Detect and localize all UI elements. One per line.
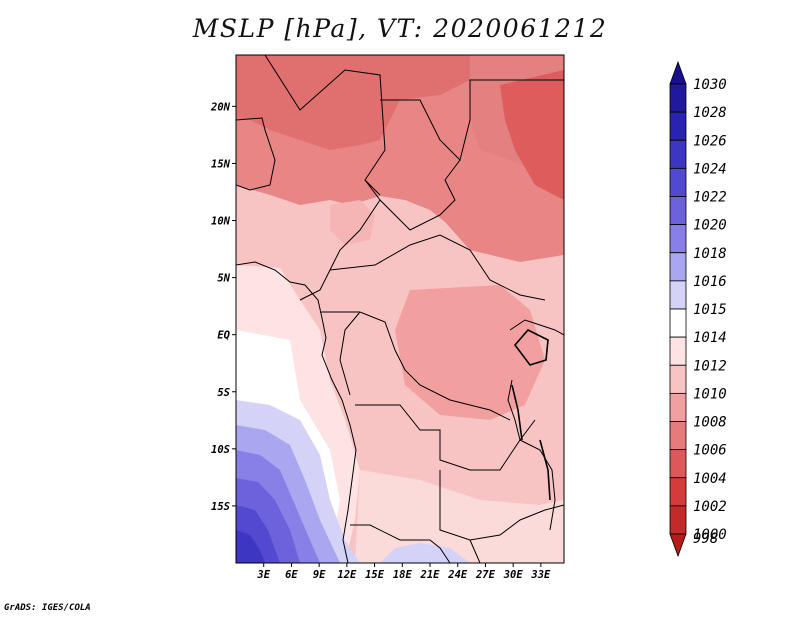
lon-label-18e: 18E [393, 569, 413, 581]
colorbar-box-1028 [669, 83, 687, 113]
lakes [511, 329, 551, 501]
colorbar-label-1002: 1002 [693, 499, 727, 515]
pressure-field [236, 55, 564, 563]
colorbar-box-1008 [669, 392, 687, 422]
colorbar-label-1006: 1006 [693, 443, 727, 459]
colorbar-label-1020: 1020 [693, 218, 727, 234]
lon-label-6e: 6E [285, 569, 298, 581]
lat-label-5n: 5N [217, 273, 230, 285]
colorbar-label-1008: 1008 [693, 415, 727, 431]
lat-label-20n: 20N [210, 101, 231, 113]
lat-label-eq: EQ [217, 330, 230, 342]
lat-label-15n: 15N [211, 158, 231, 170]
lon-label-9e: 9E [313, 569, 326, 581]
lon-label-27e: 27E [475, 569, 496, 581]
lon-tick-labels: 3E 6E 9E 12E 15E 18E 21E 24E 27E 30E 33E [256, 563, 551, 581]
colorbar-label-1004: 1004 [693, 471, 727, 487]
country-borders [236, 55, 564, 563]
colorbar-label-1022: 1022 [693, 190, 727, 206]
colorbar-box-1016 [669, 252, 687, 282]
colorbar-box-1012 [669, 336, 687, 366]
colorbar-box-1018 [669, 224, 687, 254]
colorbar-box-1014 [669, 308, 687, 338]
lon-label-30e: 30E [503, 569, 524, 581]
lon-label-3e: 3E [256, 569, 270, 581]
lat-label-10s: 10S [211, 444, 230, 456]
lon-label-24e: 24E [447, 569, 468, 581]
colorbar-label-1016: 1016 [693, 274, 727, 290]
colorbar-label-1028: 1028 [693, 105, 727, 121]
lon-label-12e: 12E [337, 569, 357, 581]
colorbar-box-1022 [669, 167, 687, 197]
colorbar-bottom-triangle [669, 533, 687, 558]
grads-footer: GrADS: IGES/COLA [4, 603, 91, 613]
colorbar-label-1024: 1024 [693, 161, 727, 177]
colorbar-box-1004 [669, 449, 687, 479]
colorbar: 1030 1028 1026 1024 1022 1020 1018 1016 1015 1014… [669, 60, 727, 558]
lat-label-10n: 10N [211, 216, 231, 228]
colorbar-box-1006 [669, 421, 687, 451]
colorbar-label-998: 998 [693, 531, 718, 547]
colorbar-label-1014: 1014 [693, 330, 727, 346]
colorbar-label-1000: 1000 [693, 527, 727, 543]
colorbar-label-1012: 1012 [693, 358, 727, 374]
lon-label-21e: 21E [420, 569, 441, 581]
map-frame [235, 54, 565, 564]
lat-label-15s: 15S [211, 501, 230, 513]
lon-label-15e: 15E [365, 569, 385, 581]
lat-tick-labels: 20N 15N 10N 5N EQ 5S 10S 15S [210, 101, 236, 513]
colorbar-label-1030: 1030 [693, 77, 727, 93]
colorbar-label-1015: 1015 [693, 302, 727, 318]
colorbar-label-1018: 1018 [693, 246, 727, 262]
colorbar-box-1026 [669, 111, 687, 141]
colorbar-box-1024 [669, 139, 687, 169]
colorbar-box-1002 [669, 477, 687, 507]
lat-label-5s: 5S [217, 387, 230, 399]
colorbar-box-1000 [669, 505, 687, 535]
lon-label-33e: 33E [530, 569, 551, 581]
colorbar-box-1020 [669, 196, 687, 226]
map-title: MSLP [hPa], VT: 2020061212 [192, 14, 608, 43]
colorbar-label-1010: 1010 [693, 386, 727, 402]
colorbar-box-1015 [669, 280, 687, 310]
colorbar-top-triangle [669, 60, 687, 85]
colorbar-box-1010 [669, 364, 687, 394]
colorbar-label-1026: 1026 [693, 133, 727, 149]
